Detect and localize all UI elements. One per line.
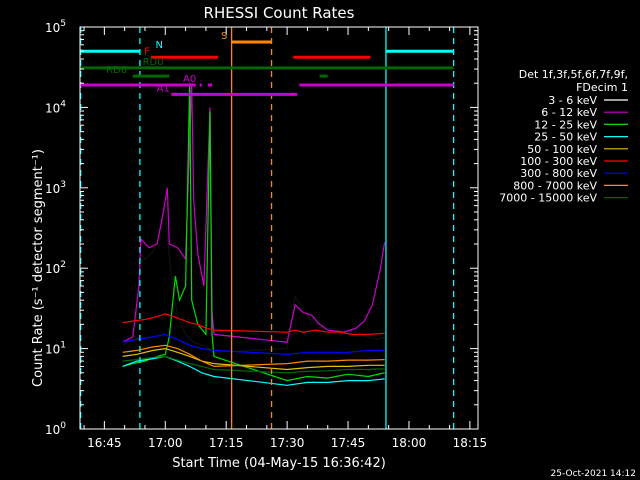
series-line-2 [122,83,385,382]
axes: 16:45 17:00 17:15 17:30 17:45 18:00 18:15 100 10… [45,19,487,450]
series-layer [122,83,386,386]
y-tick-label: 104 [45,99,66,115]
series-line-1 [122,83,386,343]
x-tick-label: 18:00 [392,436,427,450]
legend-header-line-1: Det 1f,3f,5f,6f,7f,9f, [519,68,628,81]
legend-label-3: 25 - 50 keV [534,131,597,144]
y-tick-label: 102 [45,260,66,276]
series-line-5 [122,313,385,335]
flag-label-rd6: RD6 [106,65,127,76]
flag-label-a1: A1 [157,83,170,94]
plot-frame [79,26,479,430]
x-tick-label: 17:15 [209,436,244,450]
flag-label-a0: A0 [183,74,196,85]
y-tick-label: 103 [45,180,66,196]
series-line-6 [122,333,385,355]
x-tick-label: 18:15 [453,436,488,450]
footer-timestamp: 25-Oct-2021 14:12 [551,469,636,479]
legend-label-2: 12 - 25 keV [534,118,597,131]
series-line-4 [122,347,385,371]
series-line-7 [122,344,385,368]
legend-label-8: 7000 - 15000 keV [499,192,597,205]
series-line-8 [122,355,385,374]
legend-label-7: 800 - 7000 keV [513,179,597,192]
x-tick-label: 17:00 [148,436,183,450]
series-line-3 [122,355,385,386]
x-tick-label: 17:45 [331,436,366,450]
y-tick-label: 101 [45,341,66,357]
x-tick-label: 16:45 [87,436,122,450]
x-tick-label: 17:30 [270,436,305,450]
legend-label-0: 3 - 6 keV [548,94,597,107]
chart-title: RHESSI Count Rates [204,4,355,22]
y-axis-label: Count Rate (s⁻¹ detector segment⁻¹) [31,149,46,387]
legend-label-4: 50 - 100 keV [527,143,597,156]
flag-label-rd0: RD0 [143,57,164,68]
legend-label-5: 100 - 300 keV [520,155,597,168]
y-tick-label: 105 [45,19,66,35]
series-line-0 [122,205,385,353]
legend-label-6: 300 - 800 keV [520,167,597,180]
flag-label-f: F [144,46,150,57]
flag-label-s: S [221,31,227,42]
legend-label-1: 6 - 12 keV [541,106,597,119]
legend-header-line-2: FDecim 1 [576,81,628,94]
vline-layer [80,27,455,429]
flag-label-n: N [155,40,162,51]
y-tick-label: 100 [45,421,66,437]
x-axis-label: Start Time (04-May-15 16:36:42) [172,456,386,471]
